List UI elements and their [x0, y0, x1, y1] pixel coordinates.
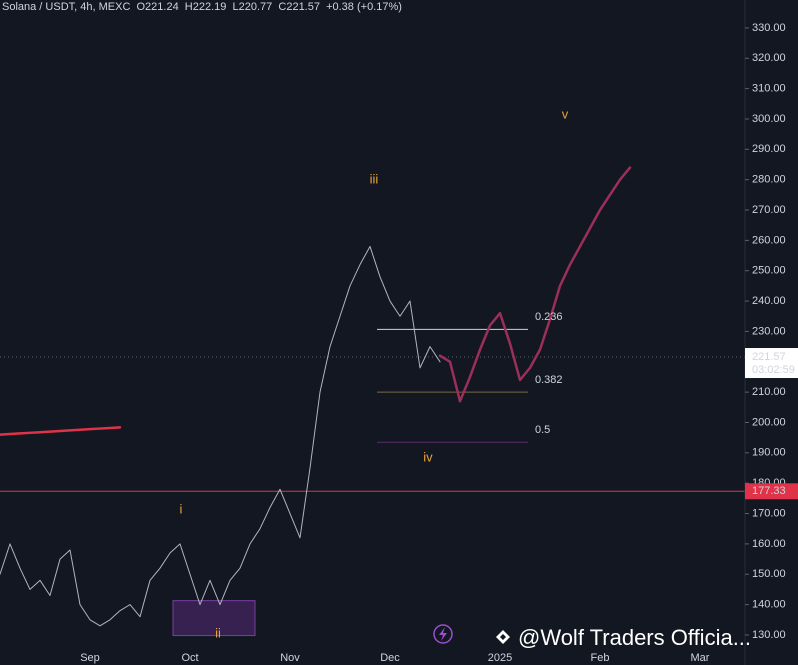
header: Solana / USDT, 4h, MEXC O221.24 H222.19 …: [2, 1, 402, 13]
y-tick-label: 300.00: [752, 113, 786, 125]
y-tick-label: 320.00: [752, 52, 786, 64]
countdown: 03:02:59: [752, 364, 795, 376]
wave-label: iv: [423, 449, 433, 464]
watermark-icon: [496, 630, 510, 644]
fib-label: 0.236: [535, 311, 563, 323]
series-line: [438, 166, 632, 403]
x-tick-label: Mar: [691, 652, 710, 664]
y-tick-label: 130.00: [752, 629, 786, 641]
series-line: [0, 245, 441, 627]
lightning-icon[interactable]: [433, 624, 453, 644]
y-tick-label: 170.00: [752, 507, 786, 519]
x-tick-label: Feb: [591, 652, 610, 664]
fib-label: 0.382: [535, 374, 563, 386]
y-tick-label: 280.00: [752, 174, 786, 186]
y-tick-label: 150.00: [752, 568, 786, 580]
wave-label: ii: [215, 625, 221, 640]
y-tick-label: 260.00: [752, 234, 786, 246]
y-tick-label: 330.00: [752, 22, 786, 34]
wave-label: i: [180, 501, 183, 516]
fib-label: 0.5: [535, 424, 550, 436]
y-tick-label: 210.00: [752, 386, 786, 398]
y-tick-label: 310.00: [752, 83, 786, 95]
y-tick-label: 140.00: [752, 599, 786, 611]
wave-label: v: [562, 106, 569, 121]
last-price-label: 221.57: [752, 351, 786, 363]
lightning-bolt: [439, 627, 447, 641]
plot-area: [0, 166, 745, 637]
y-tick-label: 270.00: [752, 204, 786, 216]
y-tick-label: 290.00: [752, 143, 786, 155]
x-tick-label: Oct: [181, 652, 198, 664]
y-tick-label: 200.00: [752, 416, 786, 428]
price-tag-label: 177.33: [752, 485, 786, 497]
x-tick-label: Nov: [280, 652, 300, 664]
series-line: [0, 426, 122, 436]
x-tick-label: Dec: [380, 652, 400, 664]
x-tick-label: 2025: [488, 652, 512, 664]
x-tick-label: Sep: [80, 652, 100, 664]
wave-label: iii: [370, 171, 379, 186]
y-tick-label: 160.00: [752, 538, 786, 550]
last-price-box: [745, 348, 798, 379]
y-tick-label: 230.00: [752, 325, 786, 337]
zone: [172, 600, 256, 637]
y-tick-label: 190.00: [752, 447, 786, 459]
watermark: @Wolf Traders Officia...: [518, 625, 751, 650]
y-tick-label: 250.00: [752, 265, 786, 277]
price-tag: [745, 483, 798, 500]
y-tick-label: 240.00: [752, 295, 786, 307]
